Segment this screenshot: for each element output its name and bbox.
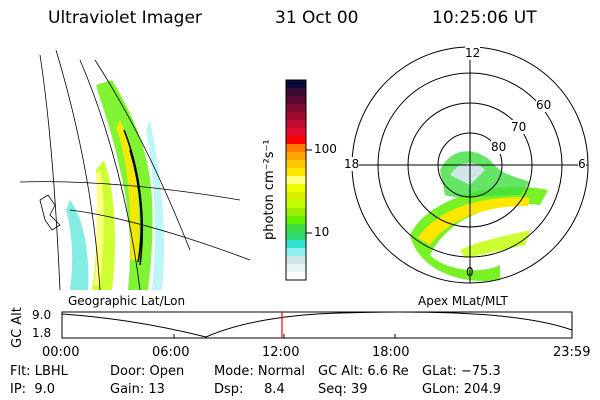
- polar-image: [410, 151, 548, 282]
- info-filter: Flt: LBHL: [10, 364, 68, 379]
- info-glat: GLat: −75.3: [422, 364, 501, 379]
- colorbar-segment: [286, 232, 306, 241]
- altitude-ytick: 1.8: [32, 326, 52, 340]
- info-dsp: Dsp: 8.4: [214, 382, 285, 397]
- info-glon: GLon: 204.9: [422, 382, 502, 397]
- mlt-label-6: 6: [578, 157, 586, 171]
- colorbar-label: photon cm⁻²s⁻¹: [262, 139, 277, 240]
- colorbar-frame: [285, 79, 307, 281]
- colorbar-segment: [286, 240, 306, 249]
- colorbar-segment: [286, 216, 306, 225]
- mlt-label-0: 0: [466, 265, 474, 279]
- x-tick: 12:00: [262, 345, 300, 360]
- info-seq: Seq: 39: [318, 382, 368, 397]
- colorbar-segment: [286, 80, 306, 89]
- lat-label-60: 60: [536, 98, 552, 112]
- mlt-label-12: 12: [465, 46, 481, 60]
- colorbar-segment: [286, 104, 306, 113]
- info-gc-alt: GC Alt: 6.6 Re: [318, 364, 409, 379]
- mlt-label-18: 18: [344, 157, 360, 171]
- altitude-ytick: 9.0: [32, 308, 52, 322]
- polar-grid: [351, 46, 589, 284]
- apex-label: Apex MLat/MLT: [418, 294, 508, 308]
- x-tick: 00:00: [42, 345, 80, 360]
- altitude-x-ticks: [173, 334, 396, 338]
- geographic-label: Geographic Lat/Lon: [68, 294, 186, 308]
- colorbar-segment: [286, 264, 306, 273]
- x-tick: 23:59: [553, 345, 591, 360]
- colorbar-tick-label: 100: [314, 142, 337, 156]
- date-label: 31 Oct 00: [275, 8, 359, 28]
- instrument-title: Ultraviolet Imager: [48, 8, 202, 28]
- lat-label-70: 70: [511, 120, 527, 134]
- colorbar-segment: [286, 136, 306, 145]
- altitude-curve: [61, 311, 573, 338]
- altitude-ylabel: GC Alt: [10, 307, 25, 348]
- colorbar-segment: [286, 208, 306, 217]
- colorbar-segment: [286, 128, 306, 137]
- altitude-plot-frame: [61, 311, 573, 339]
- colorbar-segment: [286, 248, 306, 257]
- colorbar-segment: [286, 120, 306, 129]
- colorbar-segment: [286, 176, 306, 185]
- colorbar-segment: [286, 88, 306, 97]
- time-label: 10:25:06 UT: [432, 8, 537, 28]
- colorbar-segment: [286, 272, 306, 281]
- colorbar-segment: [286, 112, 306, 121]
- x-tick: 18:00: [372, 345, 410, 360]
- colorbar-segment: [286, 152, 306, 161]
- info-gain: Gain: 13: [110, 382, 165, 397]
- lat-label-80: 80: [491, 140, 507, 154]
- info-door: Door: Open: [110, 364, 185, 379]
- info-ip: IP: 9.0: [10, 382, 55, 397]
- colorbar: [286, 80, 306, 281]
- colorbar-segment: [286, 256, 306, 265]
- colorbar-segment: [286, 224, 306, 233]
- info-mode: Mode: Normal: [214, 364, 305, 379]
- colorbar-segment: [286, 184, 306, 193]
- colorbar-segment: [286, 192, 306, 201]
- colorbar-segment: [286, 168, 306, 177]
- colorbar-segment: [286, 96, 306, 105]
- colorbar-tick-label: 10: [314, 225, 330, 239]
- geographic-image: [19, 49, 251, 291]
- colorbar-segment: [286, 144, 306, 153]
- x-tick: 06:00: [152, 345, 190, 360]
- colorbar-segment: [286, 200, 306, 209]
- colorbar-segment: [286, 160, 306, 169]
